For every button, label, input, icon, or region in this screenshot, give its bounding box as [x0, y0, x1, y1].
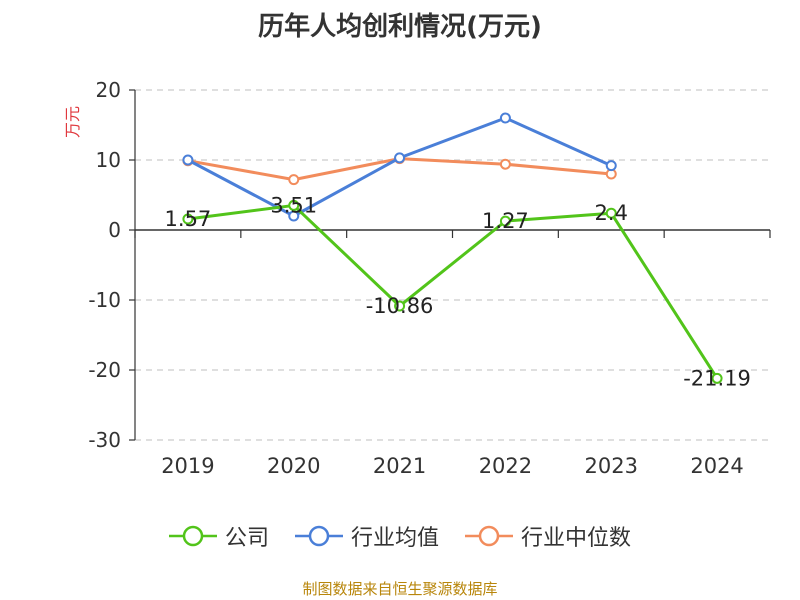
data-point[interactable]: [182, 154, 194, 166]
x-tick-label: 2024: [690, 454, 743, 478]
data-point[interactable]: [182, 213, 194, 225]
data-point[interactable]: [288, 199, 300, 211]
x-tick-label: 2023: [585, 454, 638, 478]
legend-item-company[interactable]: 公司: [168, 520, 269, 552]
data-label: 3.51: [270, 193, 317, 217]
data-point[interactable]: [394, 152, 406, 164]
data-point[interactable]: [499, 215, 511, 227]
x-tick-label: 2022: [479, 454, 532, 478]
x-tick-label: 2020: [267, 454, 320, 478]
data-point[interactable]: [288, 210, 300, 222]
legend-item-industry-average[interactable]: 行业均值: [294, 520, 439, 552]
data-point[interactable]: [711, 372, 723, 384]
legend-label-company: 公司: [224, 526, 269, 551]
data-labels: 1.57 3.51 -10.86 1.27 2.4 -21.19: [165, 193, 751, 390]
chart-title: 历年人均创利情况(万元): [258, 12, 542, 42]
data-point[interactable]: [605, 207, 617, 219]
data-label: -10.86: [366, 294, 434, 318]
data-point[interactable]: [394, 300, 406, 312]
y-tick-label: -20: [88, 358, 121, 382]
legend-label-industry-average: 行业均值: [350, 526, 439, 551]
grid-lines: [135, 89, 770, 441]
y-axis-label: 万元: [63, 106, 82, 138]
legend-swatch-industry-average: [294, 525, 343, 547]
data-label: 1.27: [482, 209, 529, 233]
y-tick-label: -30: [88, 428, 121, 452]
data-point[interactable]: [499, 158, 511, 170]
y-tick-label: 10: [96, 148, 121, 172]
series-line: [187, 203, 719, 380]
data-label: -21.19: [683, 366, 751, 390]
legend-swatch-company: [168, 525, 217, 547]
y-tick-label: 20: [96, 78, 121, 102]
legend: 公司 行业均值 行业中位数: [0, 520, 800, 552]
axes: 20 10 0 -10 -20 -30 2019 2020 2021 2022 2023 2024 万元: [63, 78, 771, 478]
data-point[interactable]: [499, 112, 511, 124]
y-tick-label: 0: [108, 218, 121, 242]
legend-swatch-industry-median: [465, 525, 513, 547]
legend-label-industry-median: 行业中位数: [521, 526, 632, 551]
data-point[interactable]: [605, 160, 617, 172]
y-tick-label: -10: [88, 288, 121, 312]
x-tick-label: 2021: [373, 454, 426, 478]
legend-item-industry-median[interactable]: 行业中位数: [465, 520, 631, 552]
series-lines: [182, 112, 723, 384]
data-point[interactable]: [288, 174, 300, 186]
x-tick-label: 2019: [161, 454, 214, 478]
data-label: 2.4: [595, 201, 628, 225]
data-label: 1.57: [165, 207, 212, 231]
source-footer: 制图数据来自恒生聚源数据库: [302, 580, 498, 598]
